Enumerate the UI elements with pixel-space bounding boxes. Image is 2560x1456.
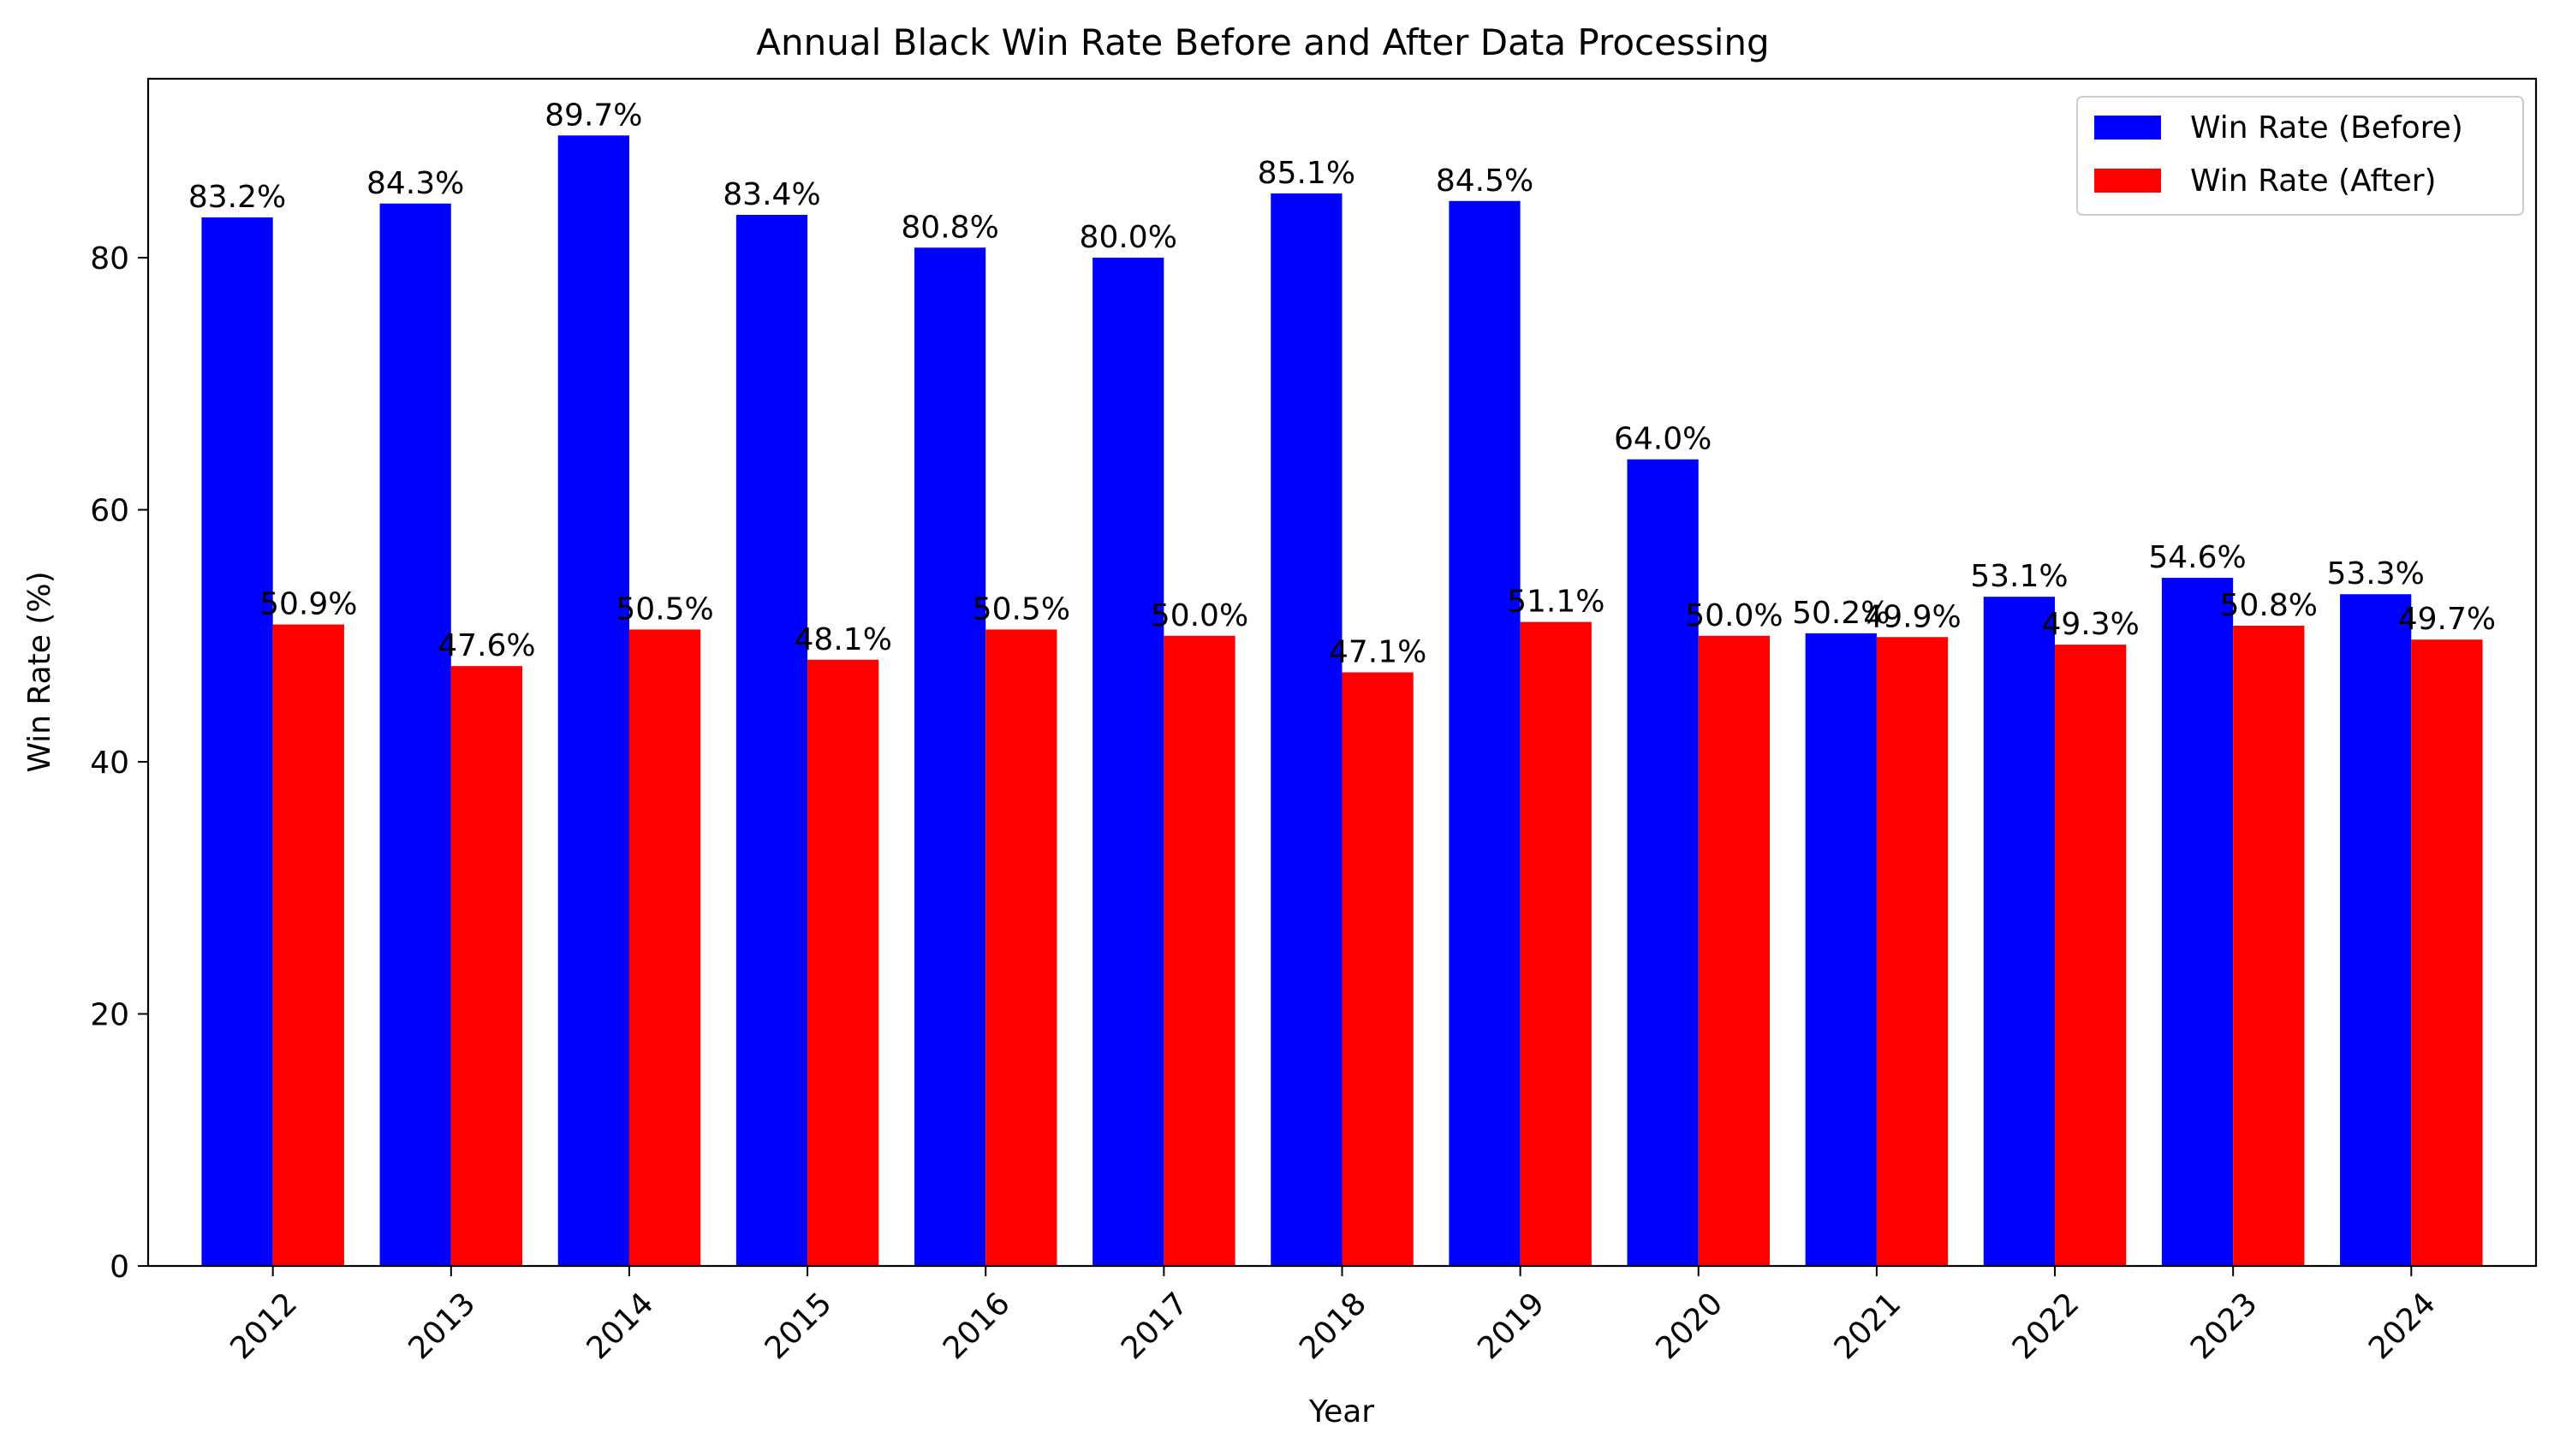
bar-before-2013 (379, 203, 451, 1266)
bar-after-2018 (1342, 672, 1414, 1266)
bar-value-label-after-2018: 47.1% (1329, 635, 1426, 670)
bar-value-label-after-2013: 47.6% (438, 628, 535, 663)
bar-value-label-after-2022: 49.3% (2041, 607, 2139, 642)
bar-after-2014 (628, 629, 701, 1266)
bar-value-label-before-2018: 85.1% (1258, 156, 1355, 191)
bar-after-2015 (807, 659, 879, 1266)
y-axis-label: Win Rate (%) (22, 571, 57, 772)
bar-before-2024 (2340, 594, 2412, 1266)
bar-value-label-before-2014: 89.7% (545, 98, 642, 133)
bar-value-label-after-2017: 50.0% (1151, 598, 1248, 633)
x-axis-label: Year (1308, 1394, 1374, 1429)
legend-label-before: Win Rate (Before) (2190, 110, 2463, 146)
bar-after-2013 (450, 666, 523, 1266)
bar-value-label-before-2015: 83.4% (723, 177, 820, 212)
bar-before-2023 (2161, 578, 2234, 1266)
bar-value-label-after-2014: 50.5% (616, 591, 713, 627)
bar-value-label-after-2021: 49.9% (1863, 599, 1961, 634)
bar-before-2017 (1092, 258, 1164, 1267)
legend: Win Rate (Before) Win Rate (After) (2076, 96, 2524, 216)
bar-value-label-after-2016: 50.5% (973, 591, 1070, 627)
legend-box (2076, 96, 2524, 216)
plot-area: 83.2% 84.3% 89.7% 83.4% 80.8% 80.0% 85.1% 84.5%… (90, 77, 2538, 1366)
y-tick-label: 0 (110, 1250, 129, 1285)
bar-value-label-before-2012: 83.2% (188, 180, 286, 215)
y-tick-label: 20 (90, 998, 129, 1033)
bar-value-label-after-2023: 50.8% (2220, 588, 2318, 623)
bar-value-label-after-2020: 50.0% (1685, 598, 1783, 633)
bar-after-2017 (1164, 635, 1235, 1266)
bar-value-label-before-2016: 80.8% (901, 210, 998, 245)
bar-value-label-before-2020: 64.0% (1614, 422, 1712, 457)
bar-value-label-before-2013: 84.3% (366, 166, 464, 201)
bar-value-label-after-2019: 51.1% (1507, 585, 1604, 620)
chart-title: Annual Black Win Rate Before and After D… (756, 21, 1769, 63)
y-tick-label: 80 (90, 241, 129, 276)
y-tick-label: 40 (90, 746, 129, 781)
bar-after-2021 (1876, 637, 1949, 1266)
bar-value-label-after-2012: 50.9% (259, 587, 357, 622)
bar-before-2020 (1627, 459, 1699, 1266)
bar-value-label-before-2024: 53.3% (2326, 556, 2424, 591)
bar-before-2016 (914, 247, 986, 1266)
bar-value-label-before-2019: 84.5% (1436, 163, 1533, 199)
bar-after-2022 (2055, 645, 2127, 1266)
bar-after-2019 (1520, 621, 1592, 1266)
bar-after-2024 (2411, 639, 2483, 1266)
bar-after-2012 (272, 624, 344, 1266)
bar-before-2022 (1983, 597, 2056, 1266)
bar-before-2012 (201, 217, 273, 1267)
bar-value-label-before-2023: 54.6% (2148, 540, 2246, 575)
bar-value-label-before-2021: 50.2% (1792, 596, 1890, 631)
legend-swatch-before (2094, 116, 2161, 140)
bar-value-label-after-2024: 49.7% (2398, 602, 2496, 637)
bar-value-label-before-2017: 80.0% (1080, 220, 1177, 255)
bar-after-2016 (985, 629, 1057, 1266)
bar-before-2019 (1449, 200, 1521, 1266)
bar-value-label-before-2022: 53.1% (1970, 559, 2068, 594)
bar-value-label-after-2015: 48.1% (795, 622, 892, 657)
legend-swatch-after (2094, 169, 2161, 193)
bar-before-2015 (735, 215, 808, 1266)
legend-label-after: Win Rate (After) (2190, 163, 2437, 199)
bar-before-2021 (1805, 633, 1877, 1266)
bar-before-2018 (1271, 193, 1343, 1267)
y-tick-label: 60 (90, 494, 129, 529)
bar-before-2014 (557, 135, 629, 1266)
bar-after-2023 (2233, 626, 2305, 1266)
bar-after-2020 (1698, 635, 1771, 1266)
